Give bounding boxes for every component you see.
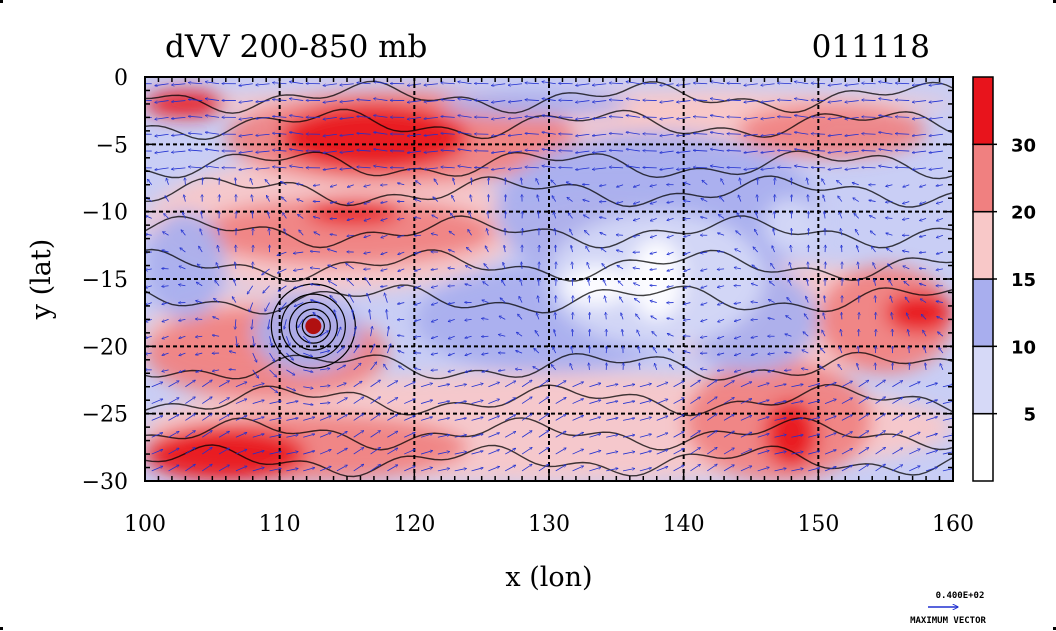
reference-vector: 0.400E+02 MAXIMUM VECTOR: [910, 591, 986, 626]
x-tick-label: 150: [797, 512, 839, 537]
y-tick-label: −10: [82, 201, 128, 226]
x-tick-label: 130: [528, 512, 570, 537]
x-tick-label: 140: [663, 512, 705, 537]
grid-lines: [145, 77, 953, 481]
colorbar-label: 15: [1011, 270, 1036, 291]
y-tick-label: −15: [82, 268, 128, 293]
x-tick-label: 110: [259, 512, 301, 537]
reference-vector-value: 0.400E+02: [936, 591, 985, 601]
colorbar-swatch: [972, 278, 994, 348]
colorbar-label: 10: [1011, 337, 1036, 358]
y-tick-label: 0: [114, 66, 128, 91]
colorbar-swatch: [972, 76, 994, 146]
colorbar-label: 30: [1011, 135, 1036, 156]
y-tick-label: −25: [82, 403, 128, 428]
x-tick-label: 100: [124, 512, 166, 537]
colorbar-swatch: [972, 345, 994, 415]
plot-area: [145, 77, 953, 481]
colorbar: 5 10 15 20 30: [972, 76, 1036, 482]
y-axis-label: y (lat): [26, 239, 57, 321]
colorbar-label: 5: [1023, 405, 1036, 426]
date-label: 011118: [812, 29, 930, 65]
chart-title: dVV 200-850 mb: [165, 29, 427, 65]
x-axis-label: x (lon): [505, 562, 592, 593]
colorbar-swatch: [972, 210, 994, 280]
x-tick-label: 160: [932, 512, 974, 537]
axis-ticks: [144, 76, 954, 482]
wind-vectors: [145, 82, 953, 472]
colorbar-label: 20: [1011, 203, 1036, 224]
colorbar-swatch: [972, 143, 994, 213]
y-tick-label: −20: [82, 335, 128, 360]
y-tick-label: −5: [96, 133, 128, 158]
x-tick-labels: 100 110 120 130 140 150 160: [124, 512, 974, 537]
reference-vector-caption: MAXIMUM VECTOR: [910, 616, 986, 626]
x-tick-label: 120: [393, 512, 435, 537]
colorbar-swatch: [972, 412, 994, 482]
y-tick-label: −30: [82, 470, 128, 495]
y-tick-labels: 0 −5 −10 −15 −20 −25 −30: [82, 66, 128, 495]
